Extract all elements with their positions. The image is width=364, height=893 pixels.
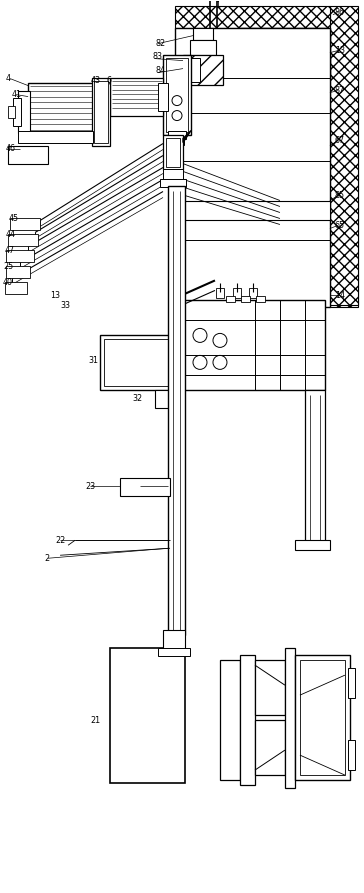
Bar (241, 296, 250, 303)
Text: 44: 44 (5, 230, 15, 239)
Text: 13: 13 (50, 291, 60, 300)
Bar (233, 288, 241, 298)
Bar (5, 282, 27, 295)
Text: 87: 87 (335, 86, 345, 95)
Bar (305, 390, 325, 546)
Bar (183, 54, 223, 85)
Bar (168, 130, 186, 138)
Bar (247, 82, 320, 107)
Bar (104, 339, 170, 387)
Text: 83: 83 (152, 52, 162, 61)
Bar (92, 78, 110, 146)
Text: 4: 4 (5, 74, 10, 83)
Text: 65: 65 (335, 221, 345, 230)
Bar (168, 186, 185, 635)
Text: 43: 43 (91, 76, 101, 85)
Bar (170, 138, 184, 145)
Text: 23: 23 (85, 482, 95, 491)
Polygon shape (183, 130, 191, 143)
Bar (256, 296, 265, 303)
Text: 32: 32 (132, 394, 142, 403)
Bar (237, 78, 330, 113)
Bar (175, 28, 330, 307)
Text: 41: 41 (12, 90, 22, 99)
Bar (216, 288, 224, 298)
Bar (348, 740, 355, 770)
Bar (8, 105, 15, 118)
Bar (300, 660, 345, 775)
Text: 6: 6 (106, 76, 111, 85)
Bar (255, 38, 320, 69)
Bar (186, 58, 200, 81)
Text: 86: 86 (335, 8, 345, 17)
Bar (166, 138, 180, 166)
Bar (110, 648, 185, 783)
Text: 13: 13 (335, 46, 345, 55)
Bar (295, 655, 350, 780)
Text: 14: 14 (335, 291, 345, 300)
Bar (158, 648, 190, 656)
Bar (28, 82, 93, 140)
Bar (94, 80, 108, 143)
Bar (120, 479, 170, 497)
Bar (8, 235, 38, 246)
Text: 33: 33 (60, 301, 70, 310)
Text: 82: 82 (155, 39, 165, 48)
Bar (18, 90, 30, 132)
Bar (18, 130, 93, 143)
Bar (10, 219, 40, 230)
Bar (158, 82, 168, 111)
Bar (6, 266, 30, 279)
Bar (110, 78, 163, 115)
Bar (155, 390, 173, 408)
Bar (175, 5, 330, 28)
Text: 45: 45 (8, 214, 18, 223)
Bar (240, 655, 255, 785)
Bar (193, 28, 213, 39)
Bar (163, 169, 183, 180)
Text: 1: 1 (215, 1, 220, 10)
Bar (13, 97, 21, 126)
Text: 22: 22 (55, 536, 66, 545)
Text: 25: 25 (3, 262, 13, 271)
Bar (237, 28, 330, 78)
Bar (8, 146, 48, 163)
Text: 2: 2 (44, 554, 49, 563)
Bar (170, 300, 325, 390)
Text: 85: 85 (335, 191, 345, 200)
Bar (100, 336, 172, 390)
Bar (190, 39, 216, 54)
Bar (255, 660, 285, 715)
Bar (175, 201, 330, 221)
Bar (163, 54, 191, 135)
Bar (160, 179, 186, 187)
Bar (6, 250, 34, 263)
Text: 47: 47 (4, 246, 14, 255)
Bar (220, 660, 240, 780)
Bar (348, 668, 355, 698)
Text: 46: 46 (5, 144, 15, 153)
Text: 40: 40 (2, 278, 12, 287)
Bar (166, 58, 188, 131)
Bar (295, 540, 330, 550)
Bar (242, 33, 325, 72)
Bar (163, 135, 183, 170)
Bar (163, 630, 185, 650)
Bar (226, 296, 235, 303)
Text: 84: 84 (155, 66, 165, 75)
Text: 67: 67 (335, 136, 345, 145)
Bar (285, 648, 295, 789)
Text: 21: 21 (90, 715, 100, 724)
Bar (330, 5, 358, 305)
Bar (249, 288, 257, 298)
Bar (330, 28, 358, 307)
Bar (255, 720, 285, 775)
Text: 31: 31 (88, 356, 98, 365)
